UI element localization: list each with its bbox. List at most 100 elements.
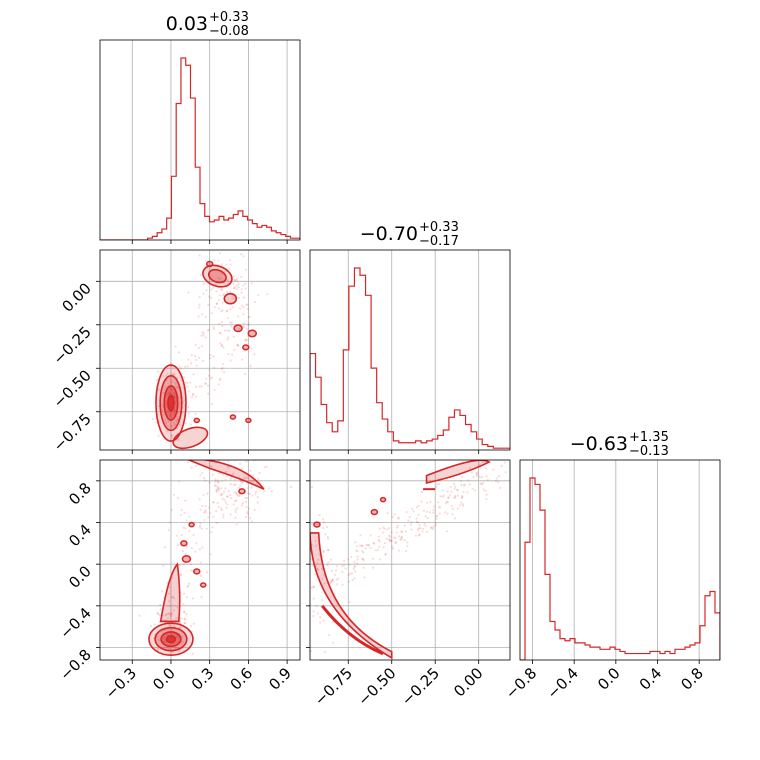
sample-point [175, 635, 179, 638]
sample-point [226, 495, 229, 498]
sample-point [199, 273, 202, 276]
sample-point [239, 484, 242, 487]
sample-point [347, 574, 350, 577]
sample-point [205, 527, 208, 530]
sample-point [235, 499, 238, 502]
sample-point [221, 294, 225, 297]
sample-point [184, 499, 187, 502]
sample-point [236, 343, 239, 347]
sample-point [208, 295, 211, 298]
sample-point [333, 573, 337, 576]
sample-point [249, 364, 252, 368]
sample-point [185, 613, 188, 616]
sample-point [190, 546, 193, 550]
sample-point [235, 493, 238, 496]
sample-point [183, 617, 186, 620]
sample-point [421, 530, 424, 533]
sample-point [400, 538, 403, 541]
sample-point [218, 252, 222, 255]
sample-point [205, 289, 208, 292]
sample-point [356, 558, 359, 561]
sample-point [224, 501, 228, 504]
column-title-0: 0.03 +0.33−0.08 [166, 10, 249, 39]
title-lower-error: −0.13 [629, 444, 669, 459]
sample-point [435, 515, 439, 518]
panel-frame-2-1 [309, 459, 511, 661]
sample-point [256, 501, 259, 504]
sample-point [157, 434, 160, 437]
sample-point [220, 344, 223, 348]
sample-point [356, 562, 359, 565]
sample-point [388, 539, 391, 542]
sample-point [414, 534, 417, 537]
sample-point [194, 456, 196, 458]
sample-point [186, 382, 189, 385]
sample-point [400, 535, 403, 538]
sample-point [172, 413, 176, 416]
sample-point [329, 558, 333, 561]
sample-point [191, 393, 195, 396]
y-tick-label: 0.00 [58, 279, 94, 315]
sample-point [485, 497, 488, 501]
sample-point [229, 308, 232, 311]
sample-point [211, 473, 214, 476]
sample-point [362, 557, 365, 561]
sample-point [178, 563, 181, 567]
sample-point [468, 483, 471, 486]
sample-point [179, 620, 182, 623]
sample-point [191, 597, 195, 600]
sample-point [384, 552, 387, 555]
sample-point [245, 327, 249, 330]
sample-point [209, 353, 212, 357]
sample-point [242, 255, 245, 258]
sample-point [372, 542, 376, 545]
sample-point [319, 621, 322, 624]
sample-point [411, 507, 414, 510]
sample-point [316, 567, 319, 570]
sample-point [236, 507, 239, 510]
x-tick-label: 0.00 [450, 664, 486, 700]
sample-point [225, 310, 228, 313]
sample-point [250, 480, 253, 483]
sample-point [341, 583, 344, 586]
sample-point [191, 393, 195, 396]
sample-point [216, 485, 219, 488]
x-tick-label: 0.4 [636, 664, 666, 694]
sample-point [216, 481, 219, 484]
sample-point [447, 496, 450, 500]
grid-0-0 [131, 40, 288, 240]
sample-point [213, 305, 216, 309]
sample-point [237, 344, 240, 347]
sample-point [337, 577, 340, 580]
sample-point [215, 488, 218, 491]
sample-point [322, 549, 325, 552]
sample-point [354, 541, 357, 544]
sample-point [231, 477, 234, 480]
sample-point [187, 412, 190, 415]
sample-point [233, 279, 237, 282]
sample-point [374, 549, 377, 552]
sample-point [176, 534, 179, 537]
sample-point [318, 514, 321, 517]
sample-point [228, 329, 231, 332]
sample-point [450, 490, 453, 494]
sample-point [412, 510, 415, 513]
sample-point [246, 486, 250, 490]
sample-point [225, 290, 229, 293]
x-tick-label: −0.8 [502, 664, 540, 702]
sample-point [212, 366, 216, 369]
sample-point [218, 294, 222, 297]
sample-point [234, 516, 237, 519]
sample-point [220, 272, 223, 275]
sample-point [212, 327, 216, 331]
sample-point [331, 579, 334, 582]
sample-point [204, 479, 207, 482]
sample-point [363, 576, 366, 579]
sample-point [238, 494, 241, 498]
sample-point [486, 478, 489, 481]
sample-point [422, 509, 426, 512]
sample-point [175, 647, 178, 650]
sample-point [355, 545, 359, 548]
sample-point [356, 555, 359, 558]
sample-point [204, 382, 207, 385]
